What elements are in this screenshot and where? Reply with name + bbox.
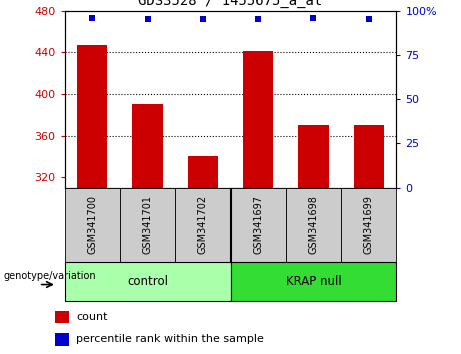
- Point: [144, 17, 151, 22]
- Bar: [175, 188, 230, 262]
- Bar: [188, 156, 218, 188]
- Title: GDS3528 / 1455675_a_at: GDS3528 / 1455675_a_at: [138, 0, 323, 8]
- Point: [365, 17, 372, 22]
- Bar: [65, 262, 230, 301]
- Bar: [77, 45, 107, 188]
- Bar: [230, 188, 286, 262]
- Text: control: control: [127, 275, 168, 288]
- Bar: [120, 188, 175, 262]
- Bar: [55, 333, 69, 346]
- Point: [310, 15, 317, 21]
- Text: GSM341697: GSM341697: [253, 195, 263, 254]
- Bar: [354, 125, 384, 188]
- Text: GSM341698: GSM341698: [308, 195, 319, 254]
- Bar: [65, 188, 120, 262]
- Bar: [286, 188, 341, 262]
- Text: genotype/variation: genotype/variation: [3, 270, 96, 281]
- Text: KRAP null: KRAP null: [286, 275, 341, 288]
- Text: GSM341701: GSM341701: [142, 195, 153, 254]
- Bar: [55, 311, 69, 323]
- Bar: [341, 188, 396, 262]
- Bar: [132, 104, 163, 188]
- Bar: [230, 262, 396, 301]
- Point: [254, 17, 262, 22]
- Point: [199, 17, 207, 22]
- Text: GSM341702: GSM341702: [198, 195, 208, 255]
- Text: GSM341700: GSM341700: [87, 195, 97, 254]
- Text: GSM341699: GSM341699: [364, 195, 374, 254]
- Bar: [243, 51, 273, 188]
- Text: percentile rank within the sample: percentile rank within the sample: [77, 334, 264, 344]
- Bar: [298, 125, 329, 188]
- Point: [89, 15, 96, 21]
- Text: count: count: [77, 312, 108, 322]
